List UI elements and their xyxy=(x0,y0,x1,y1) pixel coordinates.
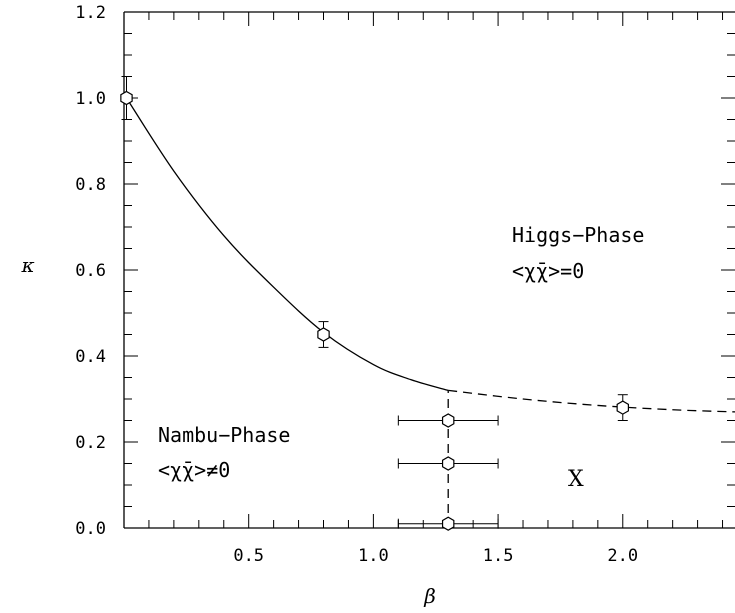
x-tick-label: 0.5 xyxy=(233,546,264,566)
data-point xyxy=(120,76,133,120)
y-tick-label: 0.8 xyxy=(75,175,106,195)
hexagon-marker xyxy=(441,413,455,428)
x-tick-label: 2.0 xyxy=(607,546,638,566)
data-point xyxy=(397,413,499,428)
y-tick-label: 0.0 xyxy=(75,519,106,539)
data-point xyxy=(616,394,630,421)
higgs-phase-label: Higgs−Phase xyxy=(512,223,644,247)
hexagon-marker xyxy=(441,516,455,531)
y-tick-label: 1.0 xyxy=(75,89,106,109)
data-point xyxy=(317,321,330,348)
x-tick-label: 1.0 xyxy=(358,546,389,566)
nambu-phase-condition: <χ̄χ>≠0 xyxy=(158,458,230,482)
solid-boundary-curve xyxy=(125,97,449,392)
y-tick-label: 1.2 xyxy=(75,3,106,23)
data-points xyxy=(120,76,630,531)
x-axis-title: β xyxy=(423,584,436,608)
y-tick-label: 0.2 xyxy=(75,433,106,453)
x-marker-label: X xyxy=(568,467,584,492)
axis-ticks xyxy=(124,11,735,529)
hexagon-marker xyxy=(317,327,330,342)
tick-labels: 0.5 1.0 1.5 2.0 0.0 0.2 0.4 0.6 0.8 1.0 1.2 xyxy=(75,3,638,566)
hexagon-marker xyxy=(441,456,455,471)
y-axis-title: κ xyxy=(20,253,34,277)
plot-frame xyxy=(123,11,735,529)
x-tick-label: 1.5 xyxy=(483,546,514,566)
nambu-phase-label: Nambu−Phase xyxy=(158,423,290,447)
hexagon-marker xyxy=(120,90,133,106)
y-tick-label: 0.6 xyxy=(75,261,106,281)
dashed-boundary-curve xyxy=(448,389,735,413)
hexagon-marker xyxy=(616,400,630,415)
data-point xyxy=(397,516,499,531)
y-tick-label: 0.4 xyxy=(75,347,106,367)
higgs-phase-condition: <χ̄χ>=0 xyxy=(512,259,584,283)
data-point xyxy=(397,456,499,471)
